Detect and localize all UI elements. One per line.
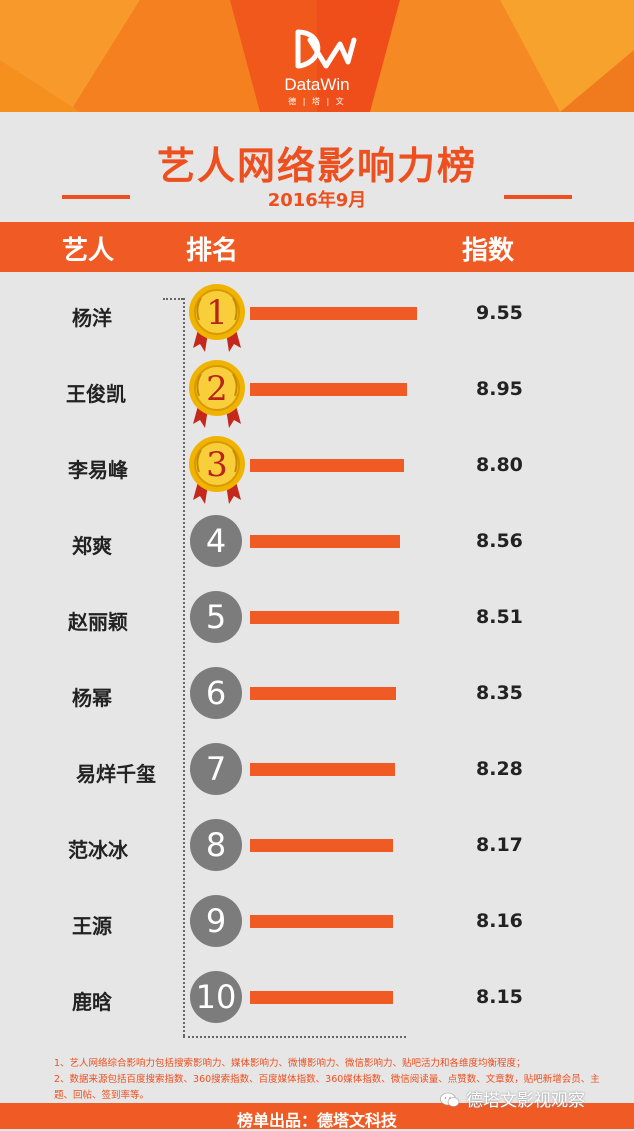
column-header-index: 指数	[462, 236, 515, 266]
rank-badge: 5	[190, 591, 242, 643]
rank-label: 2	[206, 369, 228, 409]
chart-title: 艺人网络影响力榜	[156, 144, 477, 188]
column-header-bar: 艺人 排名 指数	[0, 222, 634, 272]
logo-subtitle: 德 | 塔 | 文	[288, 97, 346, 106]
table-row: 王俊凯 2 8.95	[0, 356, 634, 432]
rank-label: 3	[206, 445, 228, 485]
rank-badge: 10	[190, 971, 242, 1023]
rank-badge: 9	[190, 895, 242, 947]
footer-bar: 榜单出品：德塔文科技	[0, 1103, 634, 1130]
index-value: 8.15	[476, 986, 523, 1008]
index-bar	[250, 611, 400, 624]
column-header-rank: 排名	[186, 236, 239, 266]
index-bar	[250, 459, 405, 472]
rank-badge: 7	[190, 743, 242, 795]
index-bar	[250, 383, 407, 396]
index-bar	[250, 991, 393, 1004]
table-row: 郑爽 4 8.56	[0, 508, 634, 584]
index-value: 8.35	[476, 682, 523, 704]
artist-name: 易烊千玺	[76, 762, 156, 786]
artist-name: 范冰冰	[68, 838, 128, 862]
table-row: 易烊千玺 7 8.28	[0, 736, 634, 812]
footer-text: 榜单出品：德塔文科技	[236, 1111, 397, 1130]
artist-name: 王俊凯	[66, 382, 126, 406]
table-row: 李易峰 3 8.80	[0, 432, 634, 508]
top-banner: DataWin 德 | 塔 | 文	[0, 0, 634, 112]
index-value: 8.95	[476, 378, 523, 400]
footnote-1: 1、艺人网络综合影响力包括搜索影响力、媒体影响力、微博影响力、微信影响力、贴吧活…	[54, 1058, 526, 1069]
index-value: 8.17	[476, 834, 523, 856]
index-value: 8.28	[476, 758, 523, 780]
artist-name: 赵丽颖	[68, 610, 128, 634]
table-row: 赵丽颖 5 8.51	[0, 584, 634, 660]
index-value: 9.55	[476, 302, 523, 324]
table-row: 范冰冰 8 8.17	[0, 812, 634, 888]
index-value: 8.80	[476, 454, 523, 476]
artist-name: 杨洋	[72, 306, 112, 330]
gold-medal-icon: 3	[189, 436, 245, 504]
gold-medal-icon: 2	[189, 360, 245, 428]
index-bar	[250, 307, 417, 320]
rank-guide-bottom	[183, 1036, 406, 1038]
title-divider-right	[504, 195, 572, 199]
index-value: 8.51	[476, 606, 523, 628]
chart-date: 2016年9月	[267, 190, 367, 211]
watermark: 德塔文影视观察	[440, 1086, 585, 1111]
rank-guide-vertical	[183, 298, 185, 1036]
artist-name: 王源	[72, 914, 112, 938]
gold-medal-icon: 1	[189, 284, 245, 352]
datawin-logo-icon	[295, 29, 357, 69]
logo-text: DataWin	[284, 75, 350, 94]
index-value: 8.56	[476, 530, 523, 552]
rank-label: 1	[206, 293, 228, 333]
table-row: 杨洋 1 9.55	[0, 280, 634, 356]
artist-name: 李易峰	[68, 458, 128, 482]
index-bar	[250, 535, 400, 548]
rank-badge: 4	[190, 515, 242, 567]
index-bar	[250, 915, 394, 928]
rank-badge: 8	[190, 819, 242, 871]
title-divider-left	[62, 195, 130, 199]
watermark-text: 德塔文影视观察	[466, 1091, 585, 1111]
wechat-icon	[440, 1092, 460, 1107]
index-value: 8.16	[476, 910, 523, 932]
footnote-2: 2、数据来源包括百度搜索指数、360搜索指数、百度媒体指数、360媒体指数、微信…	[54, 1074, 600, 1101]
rank-badge: 6	[190, 667, 242, 719]
table-row: 鹿晗 10 8.15	[0, 964, 634, 1040]
table-row: 杨幂 6 8.35	[0, 660, 634, 736]
index-bar	[250, 763, 396, 776]
banner-background	[0, 0, 634, 112]
artist-name: 鹿晗	[72, 990, 112, 1014]
column-header-artist: 艺人	[62, 236, 115, 266]
artist-name: 郑爽	[72, 534, 112, 558]
table-row: 王源 9 8.16	[0, 888, 634, 964]
rank-guide-top	[163, 298, 183, 300]
footnotes: 1、艺人网络综合影响力包括搜索影响力、媒体影响力、微博影响力、微信影响力、贴吧活…	[54, 1056, 602, 1104]
artist-name: 杨幂	[72, 686, 112, 710]
index-bar	[250, 839, 394, 852]
index-bar	[250, 687, 397, 700]
